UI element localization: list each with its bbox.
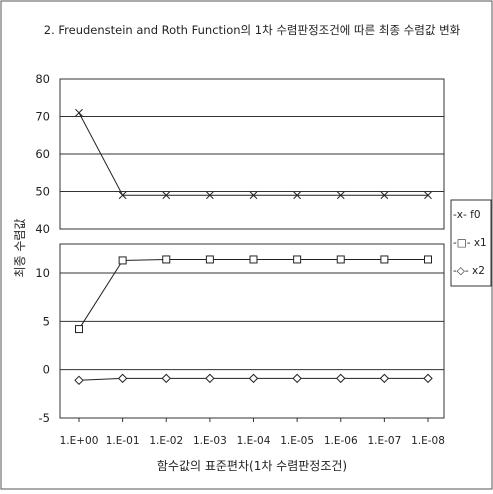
marker-stroke — [293, 191, 301, 200]
data-point — [74, 375, 84, 386]
y-tick-label: 70 — [35, 110, 50, 124]
chart-title: 2. Freudenstein and Roth Function의 1차 수렴… — [44, 23, 461, 37]
data-point — [336, 191, 345, 200]
data-point — [248, 373, 259, 384]
data-point — [118, 256, 127, 265]
data-point — [162, 191, 171, 200]
y-tick-label: 10 — [35, 266, 50, 280]
data-point — [75, 108, 83, 117]
series-x1 — [75, 255, 432, 334]
marker-stroke — [380, 191, 389, 200]
marker-stroke — [249, 191, 258, 200]
series-x2 — [74, 373, 433, 386]
x-tick-label: 1.E-03 — [193, 435, 227, 447]
x-axis-label: 함수값의 표준편차(1차 수렴판정조건) — [157, 459, 347, 473]
data-point — [118, 191, 127, 200]
data-point — [249, 255, 258, 264]
data-point — [336, 255, 345, 264]
data-point — [292, 373, 302, 384]
series-f0 — [75, 108, 432, 200]
data-point — [293, 191, 301, 200]
lower-panel-border — [59, 243, 445, 419]
y-tick-label: 80 — [35, 72, 50, 86]
data-point — [205, 373, 215, 384]
y-tick-label: -5 — [39, 411, 50, 425]
data-point — [424, 191, 432, 200]
data-point — [162, 255, 171, 264]
marker-stroke — [336, 191, 345, 200]
legend-box — [450, 199, 492, 287]
data-point — [161, 373, 171, 384]
data-point — [424, 255, 432, 264]
series-layer — [74, 108, 433, 386]
x-tick-labels: 1.E+00 1.E-01 1.E-02 1.E-03 1.E-04 1.E-05 1.E-… — [60, 435, 445, 447]
x-tick-label: 1.E-04 — [237, 435, 271, 447]
data-point — [206, 191, 214, 200]
x-tick-label: 1.E-08 — [411, 435, 445, 447]
data-point — [249, 191, 258, 200]
data-point — [205, 255, 214, 264]
marker-stroke — [75, 108, 83, 117]
legend-entry-f0: -x- f0 — [453, 209, 481, 221]
y-tick-label: 60 — [35, 147, 50, 161]
x-tick-label: 1.E-05 — [280, 435, 314, 447]
data-point — [117, 373, 128, 384]
legend-entry-x2: -◇- x2 — [453, 265, 485, 277]
data-point — [380, 191, 389, 200]
data-point — [75, 325, 83, 334]
marker-stroke — [118, 191, 127, 200]
legend: -x- f0 -□- x1 -◇- x2 — [453, 209, 487, 277]
x-tick-label: 1.E-06 — [324, 435, 358, 447]
data-point — [380, 255, 389, 264]
gridlines — [60, 116, 444, 422]
y-tick-label: 0 — [43, 363, 50, 377]
x-tick-label: 1.E-01 — [106, 435, 140, 447]
marker-stroke — [206, 191, 214, 200]
y-tick-label: 5 — [43, 314, 50, 328]
marker-stroke — [162, 191, 171, 200]
marker-stroke — [424, 191, 432, 200]
y-axis-label: 최종 수렴값 — [13, 218, 27, 277]
y-tick-label: 50 — [35, 185, 50, 199]
data-point — [293, 255, 302, 264]
x-tick-label: 1.E-07 — [367, 435, 401, 447]
x-tick-label: 1.E+00 — [60, 435, 99, 447]
legend-entry-x1: -□- x1 — [453, 237, 487, 249]
y-tick-label: 40 — [35, 222, 50, 236]
data-point — [379, 373, 390, 384]
data-point — [423, 373, 433, 384]
x-tick-label: 1.E-02 — [149, 435, 183, 447]
data-point — [336, 373, 346, 384]
